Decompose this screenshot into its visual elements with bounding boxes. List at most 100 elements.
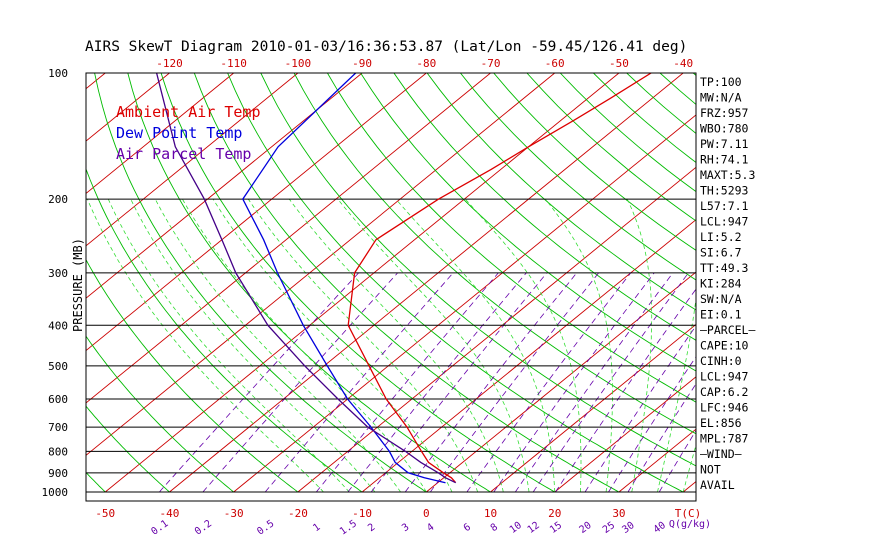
dry-adiabat-line — [94, 73, 427, 493]
grid-layer — [86, 73, 696, 493]
ambient-temp-line — [347, 73, 652, 484]
temp-bottom-tick-label: -10 — [352, 507, 372, 520]
dry-adiabat-line — [86, 335, 234, 493]
index-label: EL:856 — [700, 416, 742, 430]
isotherm-line — [297, 166, 696, 493]
dry-adiabat-line — [393, 73, 696, 341]
pressure-tick-label: 400 — [48, 319, 68, 332]
parcel-temp-line — [155, 73, 456, 484]
temp-top-tick-label: -90 — [352, 57, 372, 70]
isotherm-line — [490, 323, 696, 493]
temp-bottom-tick-label: -40 — [160, 507, 180, 520]
mixing-ratio-unit-label: Q(g/kg) — [669, 519, 711, 530]
dry-adiabat-line — [193, 73, 620, 493]
index-label: FRZ:957 — [700, 106, 749, 120]
index-label: CINH:0 — [700, 354, 742, 368]
dew-point-line — [242, 73, 446, 484]
mixing-ratio-label: 3 — [400, 522, 411, 534]
temp-bottom-tick-label: -50 — [95, 507, 115, 520]
isotherm-line — [554, 376, 696, 493]
temp-bottom-tick-label: 20 — [548, 507, 561, 520]
mixing-ratio-line — [404, 272, 578, 493]
series-layer — [155, 73, 652, 484]
index-label: KI:284 — [700, 277, 742, 291]
dry-adiabat-line — [86, 405, 170, 493]
temp-top-tick-label: -60 — [545, 57, 565, 70]
index-label: WBO:780 — [700, 122, 749, 136]
dry-adiabat-line — [260, 73, 696, 467]
moist-adiabat-line — [337, 198, 530, 493]
temp-top-tick-label: -100 — [285, 57, 312, 70]
index-label: LI:5.2 — [700, 230, 742, 244]
index-label: TP:100 — [700, 75, 742, 89]
index-label: NOT — [700, 463, 721, 477]
mixing-ratio-label: 6 — [462, 522, 473, 534]
mixing-ratio-line — [264, 272, 454, 493]
index-label: EI:0.1 — [700, 308, 742, 322]
mixing-ratio-line — [159, 272, 359, 493]
pressure-tick-label: 100 — [48, 67, 68, 80]
index-label: TH:5293 — [700, 184, 749, 198]
plot-frame — [85, 72, 697, 502]
isotherm-line — [86, 73, 234, 195]
dry-adiabat-line — [293, 73, 696, 435]
pressure-tick-label: 300 — [48, 267, 68, 280]
isotherm-line — [86, 73, 427, 352]
index-label: TT:49.3 — [700, 261, 749, 275]
temp-top-tick-label: -110 — [220, 57, 247, 70]
isotherm-line — [104, 73, 620, 493]
temp-top-tick-label: -120 — [156, 57, 183, 70]
mixing-ratio-line — [555, 288, 696, 493]
mixing-ratio-label: 1 — [311, 522, 322, 534]
temp-bottom-tick-label: 30 — [612, 507, 625, 520]
mixing-ratio-line — [514, 272, 674, 493]
temp-bottom-tick-label: -30 — [224, 507, 244, 520]
index-label: L57:7.1 — [700, 199, 749, 213]
moist-adiabat-line — [107, 198, 350, 493]
index-label: CAPE:10 — [700, 339, 749, 353]
index-label: RH:74.1 — [700, 153, 749, 167]
index-label: —PARCEL— — [700, 323, 755, 337]
mixing-ratio-line — [370, 272, 548, 493]
pressure-tick-label: 800 — [48, 445, 68, 458]
temp-top-tick-label: -40 — [673, 57, 693, 70]
mixing-ratio-line — [429, 272, 599, 493]
mixing-ratio-line — [347, 272, 527, 493]
mixing-ratio-line — [627, 383, 696, 493]
mixing-ratio-line — [532, 272, 689, 493]
dry-adiabat-line — [160, 73, 555, 493]
dry-adiabat-line — [86, 258, 299, 493]
index-label: MPL:787 — [700, 432, 749, 446]
mixing-ratio-label: 2 — [366, 522, 377, 534]
isotherm-line — [86, 73, 299, 247]
isotherm-line — [86, 73, 491, 404]
index-label: SI:6.7 — [700, 246, 742, 260]
isotherm-line — [169, 73, 684, 493]
dry-adiabat-line — [227, 73, 684, 493]
chart-title: AIRS SkewT Diagram 2010-01-03/16:36:53.8… — [85, 39, 687, 55]
temp-top-tick-label: -50 — [609, 57, 629, 70]
mixing-ratio-label: 4 — [425, 522, 436, 534]
legend-item: Air Parcel Temp — [116, 145, 251, 163]
legend-item: Ambient Air Temp — [116, 103, 261, 121]
mixing-ratio-label: 8 — [489, 522, 500, 534]
pressure-tick-label: 700 — [48, 421, 68, 434]
legend: Ambient Air Temp Dew Point Temp Air Parcel… — [116, 103, 261, 163]
pressure-tick-label: 1000 — [42, 486, 69, 499]
legend-item: Dew Point Temp — [116, 124, 242, 142]
pressure-tick-label: 500 — [48, 360, 68, 373]
pressure-tick-label: 200 — [48, 193, 68, 206]
index-label: CAP:6.2 — [700, 385, 748, 399]
index-label: SW:N/A — [700, 292, 742, 306]
index-label: LCL:947 — [700, 370, 749, 384]
pressure-tick-label: 900 — [48, 467, 68, 480]
temp-top-tick-label: -70 — [481, 57, 501, 70]
index-label: MW:N/A — [700, 91, 742, 105]
index-label: PW:7.11 — [700, 137, 749, 151]
isotherm-line — [86, 73, 363, 299]
dry-adiabat-line — [426, 73, 696, 311]
mixing-ratio-line — [608, 356, 696, 493]
pressure-tick-label: 600 — [48, 393, 68, 406]
